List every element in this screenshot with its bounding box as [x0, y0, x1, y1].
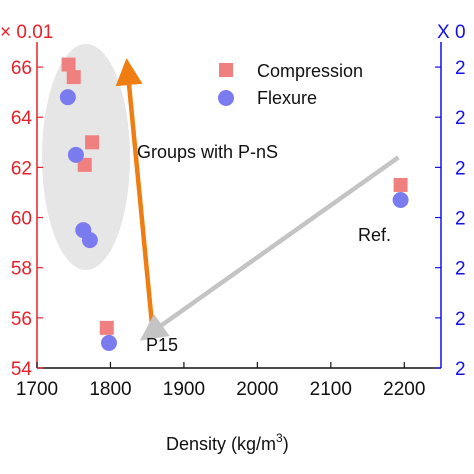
x-tick-label-1900: 1900 [163, 379, 205, 400]
flexure-point-3 [81, 232, 98, 249]
right-y-tick-label-0: 2 [455, 359, 466, 380]
data-points-layer [59, 57, 409, 351]
groups-annotation: Groups with P-nS [137, 142, 278, 162]
compression-point-4 [99, 320, 114, 335]
right-y-tick-label-4: 2 [455, 158, 466, 179]
left-y-tick-label-58: 58 [11, 259, 32, 280]
compression-point-3 [77, 157, 92, 172]
right-y-tick-label-1: 2 [455, 309, 466, 330]
flexure-point-4 [100, 334, 117, 351]
left-y-tick-label-66: 66 [11, 58, 32, 79]
legend-compression-label: Compression [257, 61, 363, 81]
x-axis-title-sup: 3 [276, 431, 283, 445]
x-tick-label-2100: 2100 [310, 379, 352, 400]
left-y-tick-label-64: 64 [11, 108, 33, 129]
compression-point-2 [85, 135, 100, 150]
legend-flexure-marker [218, 90, 234, 106]
flexure-point-5 [392, 191, 409, 208]
x-axis-title-tail: ) [283, 434, 289, 454]
left-axis-multiplier: × 0.01 [0, 22, 53, 43]
right-y-tick-label-5: 2 [455, 108, 466, 129]
axes-layer: 1700 1800 1900 2000 2100 2200 54 2 56 2 58 2 60 2 62 2 6… [11, 42, 466, 400]
left-y-tick-label-54: 54 [11, 359, 33, 380]
ref-annotation: Ref. [358, 225, 391, 245]
x-tick-label-2200: 2200 [383, 379, 425, 400]
right-axis-multiplier: X 0 [437, 22, 466, 43]
x-axis-title-main: Density (kg/m [166, 434, 276, 454]
legend: Compression Flexure [218, 61, 363, 108]
p15-annotation: P15 [146, 335, 178, 355]
compression-point-1 [66, 70, 81, 85]
flexure-point-1 [67, 146, 84, 163]
right-y-tick-label-6: 2 [455, 58, 466, 79]
left-y-tick-label-56: 56 [11, 309, 32, 330]
legend-compression-marker [219, 63, 233, 77]
right-y-tick-label-2: 2 [455, 259, 466, 280]
x-tick-label-1700: 1700 [16, 379, 58, 400]
orange-arrow [115, 58, 156, 336]
compression-point-5 [393, 177, 408, 192]
left-y-tick-label-62: 62 [11, 158, 32, 179]
flexure-point-0 [59, 89, 76, 106]
left-y-tick-label-60: 60 [11, 209, 32, 230]
gray-arrow [139, 155, 400, 341]
axis-titles: × 0.01 X 0 Density (kg/m3) [0, 22, 466, 454]
right-y-tick-label-3: 2 [455, 209, 466, 230]
legend-flexure-label: Flexure [257, 88, 317, 108]
compression-point-0 [61, 57, 76, 72]
x-tick-label-2000: 2000 [236, 379, 278, 400]
arrow-layer [115, 58, 400, 341]
annotation-layer: Groups with P-nS Ref. P15 [137, 142, 391, 355]
x-tick-label-1800: 1800 [89, 379, 131, 400]
x-axis-title: Density (kg/m3) [166, 431, 289, 454]
